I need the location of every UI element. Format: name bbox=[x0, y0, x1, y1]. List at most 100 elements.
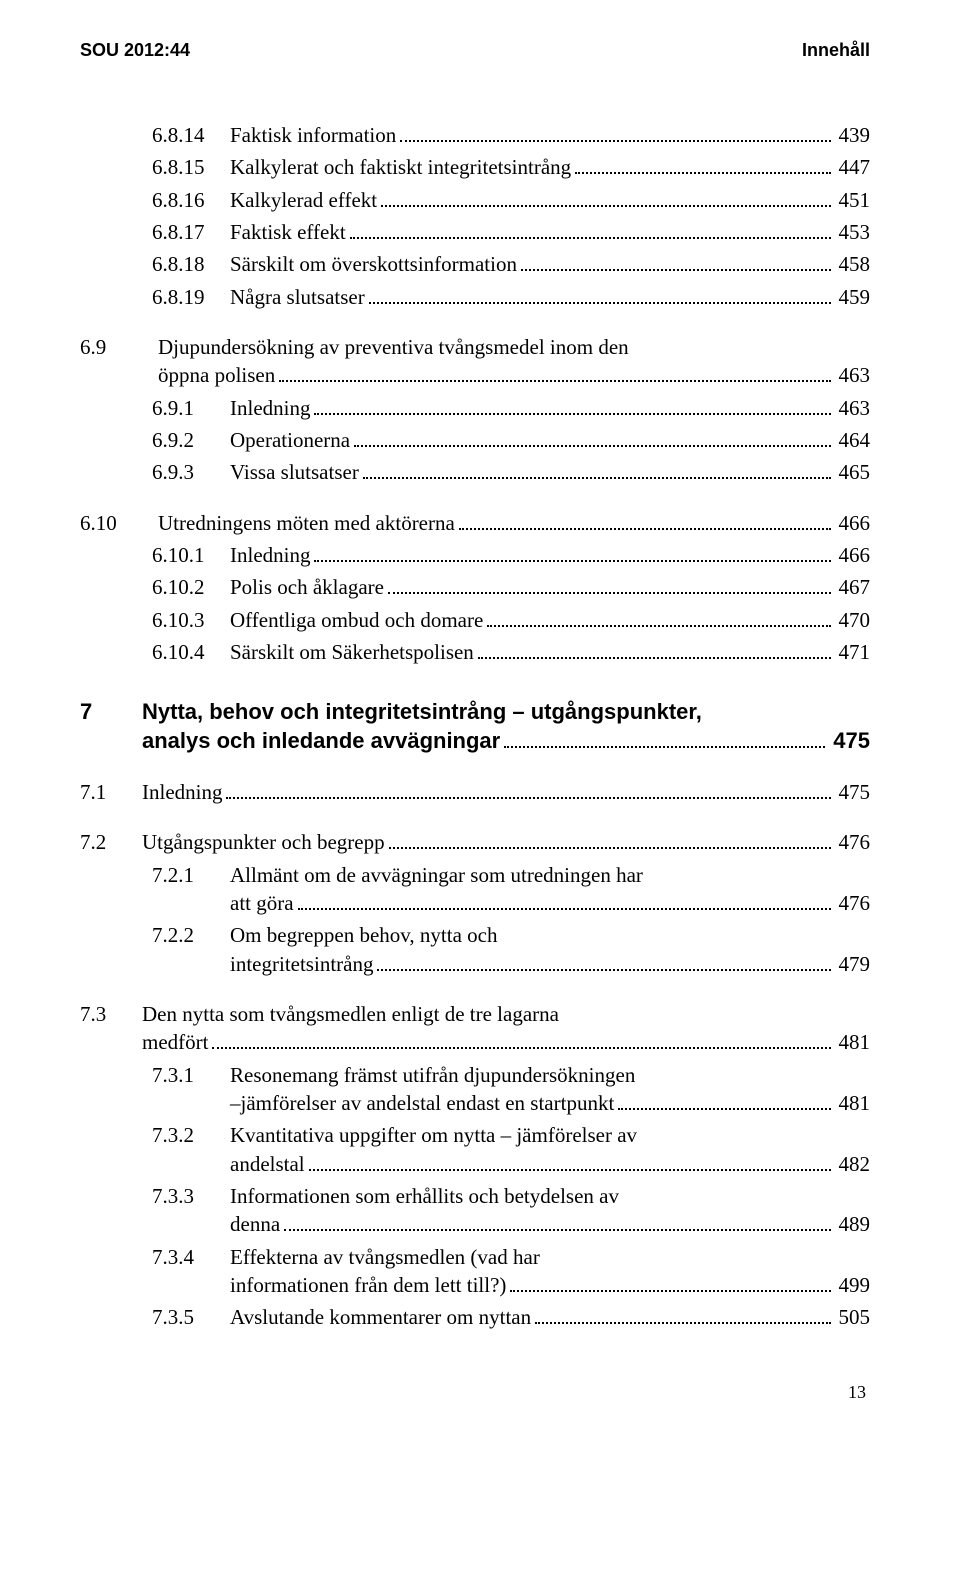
toc-leader bbox=[309, 1152, 831, 1171]
toc-leader bbox=[459, 511, 831, 530]
toc-page: 489 bbox=[835, 1210, 871, 1238]
toc-number-spacer bbox=[152, 950, 230, 978]
toc-leader bbox=[363, 461, 831, 480]
toc-label: informationen från dem lett till?) bbox=[230, 1271, 506, 1299]
toc-leader bbox=[388, 576, 831, 595]
toc-label: Kalkylerad effekt bbox=[230, 186, 377, 214]
toc-page: 481 bbox=[835, 1028, 871, 1056]
toc-leader bbox=[618, 1091, 830, 1110]
toc-number: 7.3.1 bbox=[152, 1061, 230, 1089]
toc-entry: 6.8.18Särskilt om överskottsinformation4… bbox=[80, 250, 870, 278]
toc-number: 7.2 bbox=[80, 828, 142, 856]
toc-label: Särskilt om överskottsinformation bbox=[230, 250, 517, 278]
toc-number-spacer bbox=[80, 726, 142, 756]
toc-number: 6.10.3 bbox=[152, 606, 230, 634]
toc-line: analys och inledande avvägningar475 bbox=[80, 726, 870, 756]
toc-page: 439 bbox=[835, 121, 871, 149]
toc-entry: 6.9.3Vissa slutsatser465 bbox=[80, 458, 870, 486]
toc-leader bbox=[212, 1030, 830, 1049]
toc-entry-block: 7.3.4Effekterna av tvångsmedlen (vad har… bbox=[152, 1243, 870, 1300]
toc-entry: 7.2Utgångspunkter och begrepp476 bbox=[80, 828, 870, 856]
toc-entry: 6.10.4Särskilt om Säkerhetspolisen471 bbox=[80, 638, 870, 666]
toc-leader bbox=[226, 780, 830, 799]
toc-entry: 7.2.1Allmänt om de avvägningar som utred… bbox=[80, 861, 870, 918]
toc-number: 6.10.4 bbox=[152, 638, 230, 666]
toc-page: 453 bbox=[835, 218, 871, 246]
toc-leader bbox=[350, 220, 831, 239]
toc-entry-block: 7.3Den nytta som tvångsmedlen enligt de … bbox=[80, 1000, 870, 1057]
toc-entry: 6.8.15Kalkylerat och faktiskt integritet… bbox=[80, 153, 870, 181]
toc-entry: 7.3.1Resonemang främst utifrån djupunder… bbox=[80, 1061, 870, 1118]
toc-entry: 6.10.1Inledning466 bbox=[80, 541, 870, 569]
toc-page: 463 bbox=[835, 361, 871, 389]
toc-label: Faktisk information bbox=[230, 121, 396, 149]
toc-label: Kvantitativa uppgifter om nytta – jämför… bbox=[230, 1121, 637, 1149]
toc-entry: 6.9.1Inledning463 bbox=[80, 394, 870, 422]
toc-leader bbox=[279, 364, 830, 383]
toc-entry: 7.3.5Avslutande kommentarer om nyttan505 bbox=[80, 1303, 870, 1331]
toc-line: denna489 bbox=[152, 1210, 870, 1238]
toc-number: 7 bbox=[80, 697, 142, 727]
toc-line: medfört481 bbox=[80, 1028, 870, 1056]
toc-label: integritetsintrång bbox=[230, 950, 373, 978]
toc-label: Några slutsatser bbox=[230, 283, 365, 311]
toc-number: 6.10.2 bbox=[152, 573, 230, 601]
toc-label: Utgångspunkter och begrepp bbox=[142, 828, 385, 856]
toc-label: Offentliga ombud och domare bbox=[230, 606, 483, 634]
toc-line: 7.2.2Om begreppen behov, nytta och bbox=[152, 921, 870, 949]
toc-leader bbox=[354, 428, 830, 447]
toc-number: 6.8.19 bbox=[152, 283, 230, 311]
toc-entry: 7.3.4Effekterna av tvångsmedlen (vad har… bbox=[80, 1243, 870, 1300]
toc-number: 6.8.18 bbox=[152, 250, 230, 278]
toc-leader bbox=[487, 608, 830, 627]
toc-entry: 6.10.2Polis och åklagare467 bbox=[80, 573, 870, 601]
toc-label: Vissa slutsatser bbox=[230, 458, 359, 486]
toc-number-spacer bbox=[152, 1210, 230, 1238]
toc-entry: 6.8.16Kalkylerad effekt 451 bbox=[80, 186, 870, 214]
toc-number-spacer bbox=[80, 1028, 142, 1056]
page-number: 13 bbox=[848, 1382, 866, 1402]
page-footer: 13 bbox=[80, 1382, 870, 1403]
toc-label: Om begreppen behov, nytta och bbox=[230, 921, 497, 949]
toc-label: Avslutande kommentarer om nyttan bbox=[230, 1303, 531, 1331]
toc-leader bbox=[575, 156, 830, 175]
toc-label: Polis och åklagare bbox=[230, 573, 384, 601]
toc-entry-block: 7.3.2Kvantitativa uppgifter om nytta – j… bbox=[152, 1121, 870, 1178]
toc-line: –jämförelser av andelstal endast en star… bbox=[152, 1089, 870, 1117]
toc-entry-block: 7Nytta, behov och integritetsintrång – u… bbox=[80, 697, 870, 756]
toc-page: 451 bbox=[835, 186, 871, 214]
toc-page: 459 bbox=[835, 283, 871, 311]
document-page: SOU 2012:44 Innehåll 6.8.14Faktisk infor… bbox=[0, 0, 960, 1443]
toc-entry-block: 7.2.1Allmänt om de avvägningar som utred… bbox=[152, 861, 870, 918]
toc-entry: 6.10Utredningens möten med aktörerna466 bbox=[80, 509, 870, 537]
toc-leader bbox=[284, 1213, 830, 1232]
toc-leader bbox=[535, 1306, 830, 1325]
toc-page: 447 bbox=[835, 153, 871, 181]
toc-number: 6.8.14 bbox=[152, 121, 230, 149]
toc-entry: 6.10.3Offentliga ombud och domare470 bbox=[80, 606, 870, 634]
toc-page: 499 bbox=[835, 1271, 871, 1299]
toc-leader bbox=[400, 123, 830, 142]
toc-label: Utredningens möten med aktörerna bbox=[158, 509, 455, 537]
toc-line: andelstal482 bbox=[152, 1150, 870, 1178]
toc-entry: 6.8.14Faktisk information 439 bbox=[80, 121, 870, 149]
toc-label: Inledning bbox=[230, 541, 310, 569]
toc-entry-block: 7.3.3Informationen som erhållits och bet… bbox=[152, 1182, 870, 1239]
toc-label: Den nytta som tvångsmedlen enligt de tre… bbox=[142, 1000, 559, 1028]
toc-leader bbox=[521, 253, 831, 272]
toc-number: 6.8.16 bbox=[152, 186, 230, 214]
toc-leader bbox=[381, 188, 830, 207]
toc-label: Faktisk effekt bbox=[230, 218, 346, 246]
toc-entry: 7.3.3Informationen som erhållits och bet… bbox=[80, 1182, 870, 1239]
toc-label: Operationerna bbox=[230, 426, 350, 454]
toc-entry-block: 7.3.1Resonemang främst utifrån djupunder… bbox=[152, 1061, 870, 1118]
toc-number-spacer bbox=[80, 361, 158, 389]
toc-page: 465 bbox=[835, 458, 871, 486]
toc-page: 464 bbox=[835, 426, 871, 454]
toc-line: 7.3.4Effekterna av tvångsmedlen (vad har bbox=[152, 1243, 870, 1271]
page-header: SOU 2012:44 Innehåll bbox=[80, 40, 870, 61]
toc-number: 6.9 bbox=[80, 333, 158, 361]
toc-page: 481 bbox=[835, 1089, 871, 1117]
toc-line: 7.3.3Informationen som erhållits och bet… bbox=[152, 1182, 870, 1210]
toc-page: 482 bbox=[835, 1150, 871, 1178]
